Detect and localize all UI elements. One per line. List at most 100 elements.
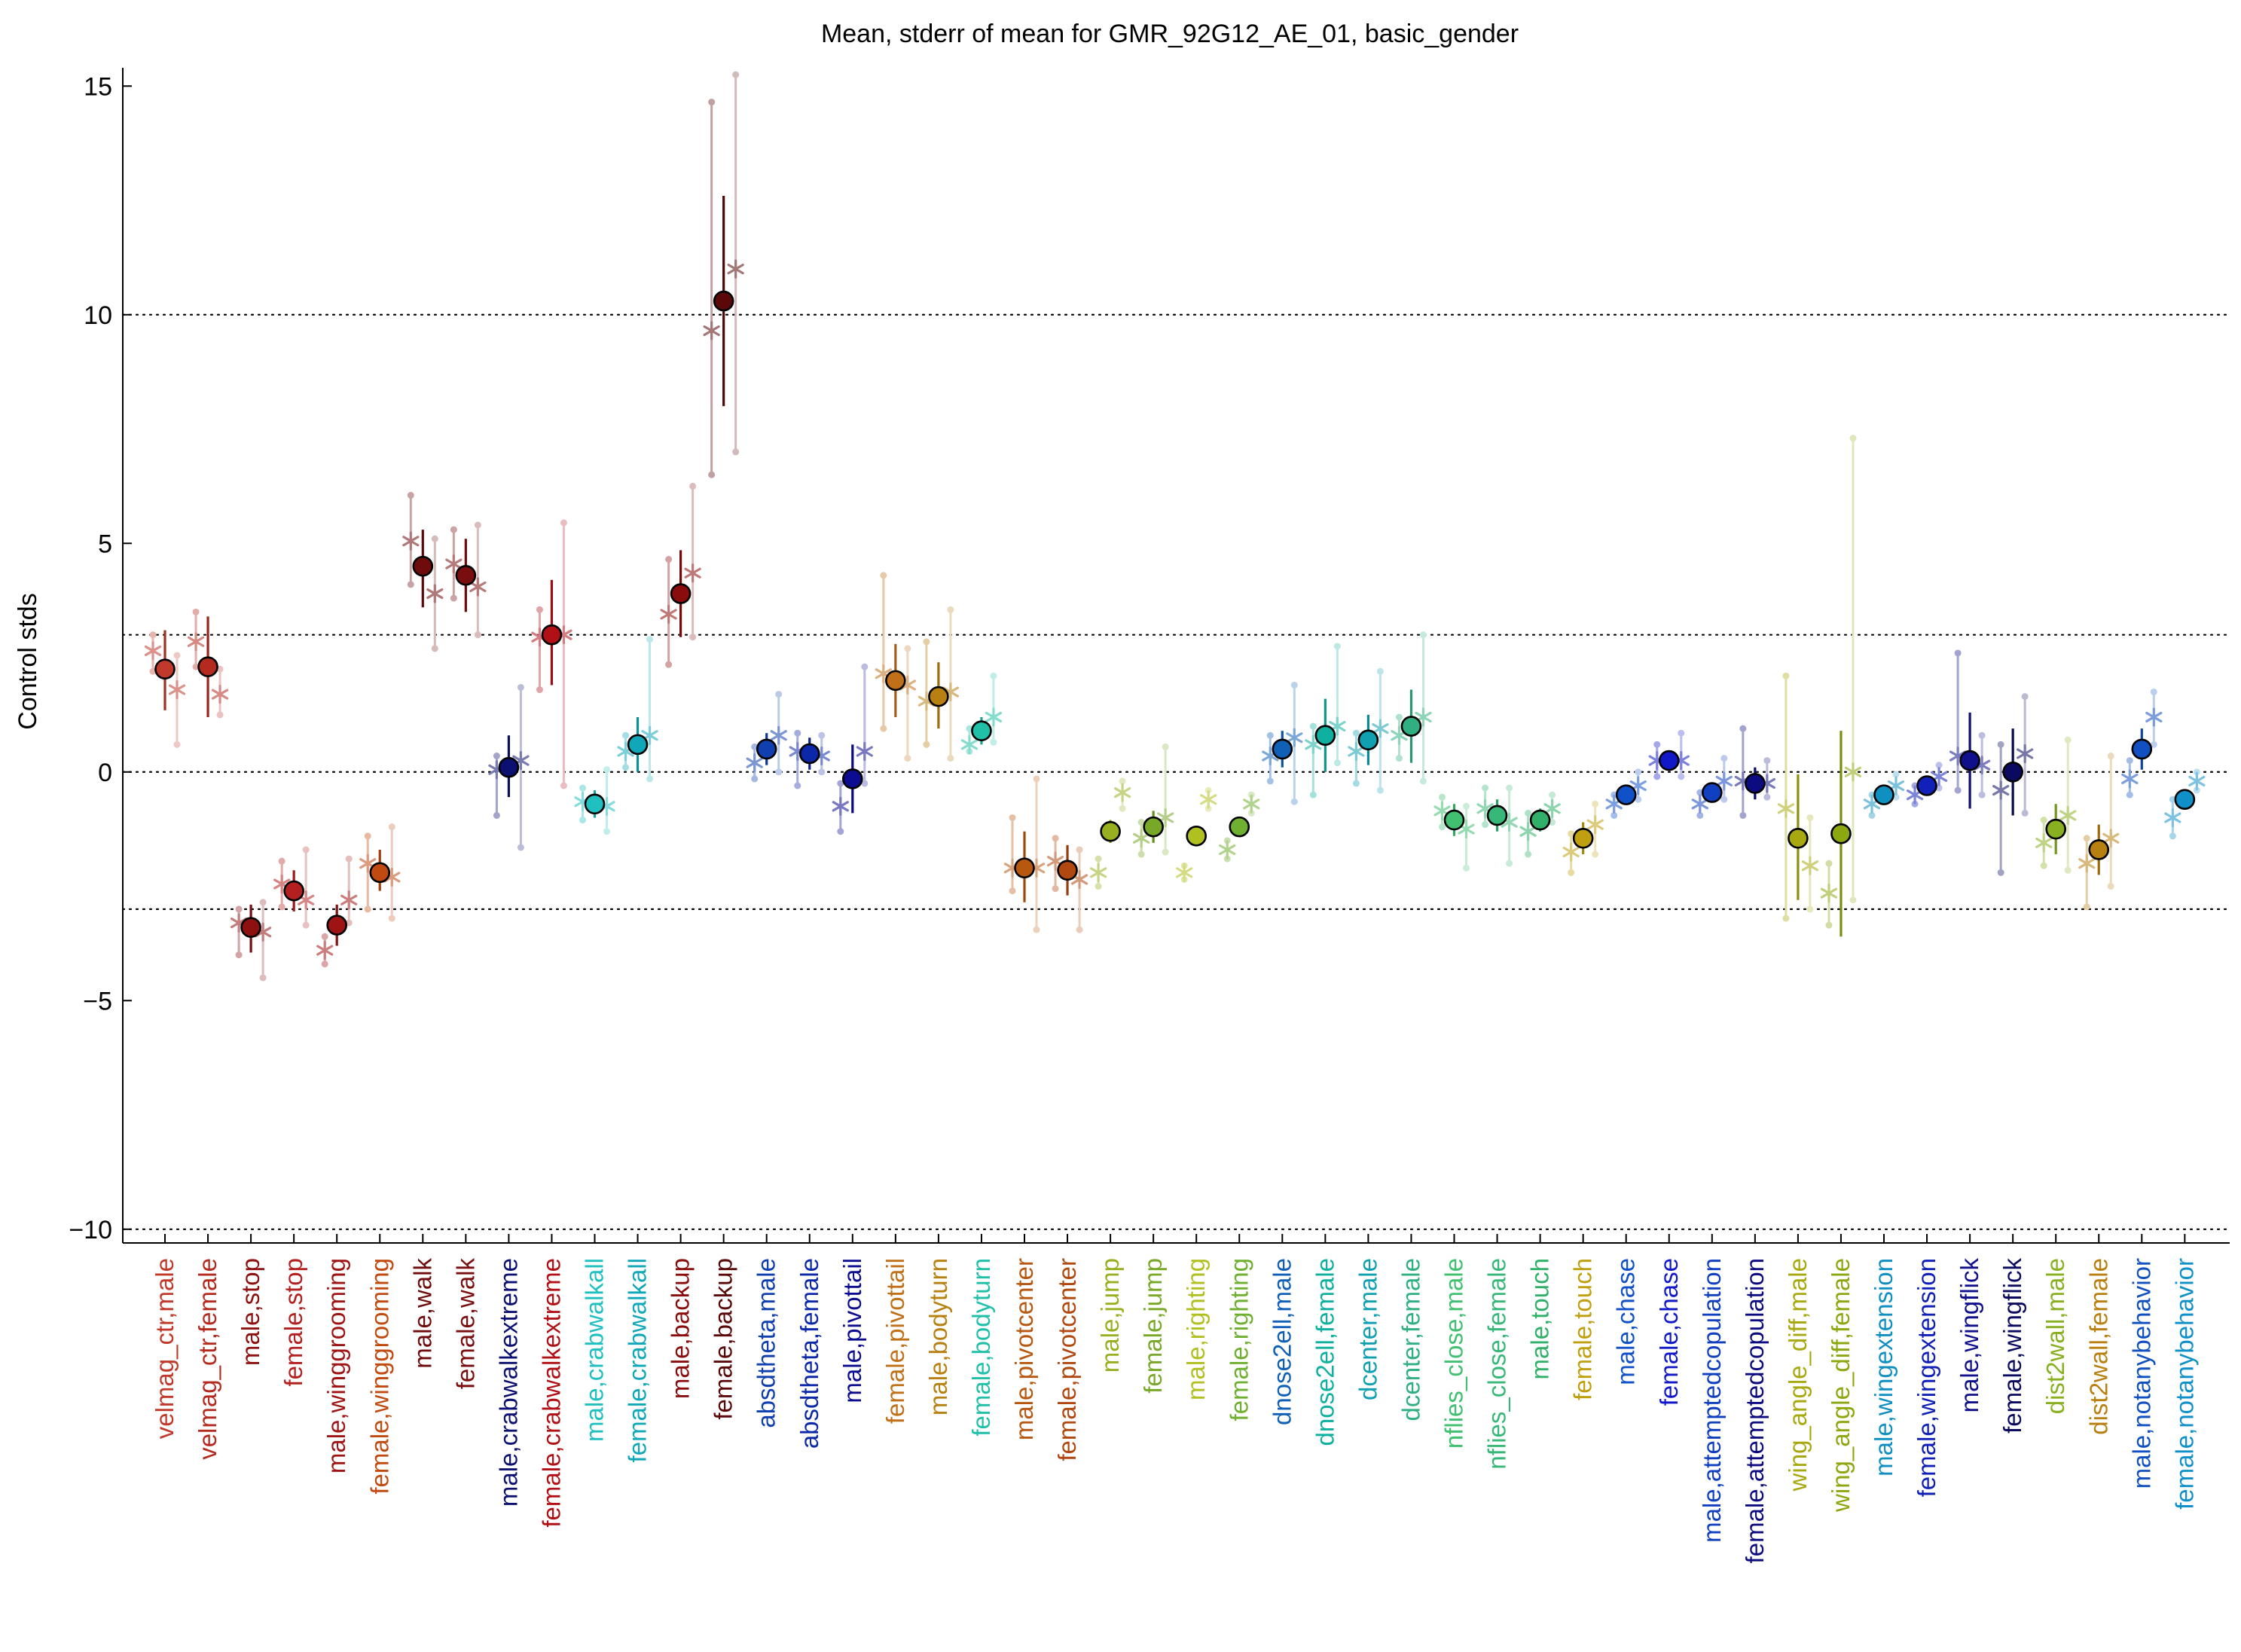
subgroup-errorbar-end [474, 631, 481, 639]
subgroup-errorbar-end [517, 844, 524, 851]
subgroup-errorbar-end [2083, 903, 2090, 911]
subgroup-errorbar-end [1720, 795, 1728, 803]
x-tick-label: dnose2ell,female [1311, 1258, 1339, 1446]
subgroup-asterisk [316, 945, 334, 956]
subgroup-asterisk [1605, 799, 1623, 810]
x-tick-label: male,wingextension [1870, 1258, 1898, 1476]
x-tick-label: absdtheta,female [795, 1258, 823, 1449]
subgroup-errorbar-end [493, 811, 500, 819]
x-tick-label: male,jump [1096, 1258, 1124, 1373]
x-tick-label: female,bodyturn [967, 1258, 995, 1437]
x-tick-label: female,notanybehavior [2170, 1258, 2198, 1510]
subgroup-errorbar-end [1395, 713, 1403, 721]
subgroup-errorbar-end [1763, 757, 1771, 765]
subgroup-errorbar-end [1678, 729, 1685, 737]
subgroup-asterisk [770, 730, 787, 741]
subgroup-errorbar-end [2169, 795, 2176, 803]
subgroup-errorbar-end [775, 768, 783, 776]
subgroup-errorbar-end [1806, 905, 1814, 913]
subgroup-errorbar-end [235, 951, 243, 959]
mean-point [756, 738, 777, 760]
subgroup-errorbar-end [1137, 850, 1145, 858]
subgroup-asterisk [1348, 746, 1365, 757]
subgroup-errorbar-end [431, 535, 438, 542]
subgroup-errorbar-end [1849, 896, 1857, 904]
subgroup-asterisk [1543, 803, 1561, 814]
category-marks [703, 71, 744, 478]
subgroup-errorbar-end [1076, 846, 1083, 853]
subgroup-errorbar-end [1463, 864, 1470, 872]
subgroup-errorbar-end [388, 915, 395, 922]
mean-point [928, 686, 949, 707]
subgroup-errorbar-end [1033, 775, 1040, 783]
mean-point [1873, 784, 1894, 805]
mean-point [798, 743, 820, 765]
mean-point [1615, 784, 1637, 805]
subgroup-errorbar-end [431, 645, 438, 652]
subgroup-errorbar-end [302, 846, 310, 853]
mean-point [627, 734, 649, 756]
subgroup-asterisk [1562, 846, 1580, 858]
subgroup-asterisk [402, 536, 420, 547]
mean-point [1830, 823, 1852, 844]
subgroup-errorbar-end [665, 556, 673, 563]
subgroup-errorbar-end [837, 780, 844, 787]
subgroup-errorbar-end [450, 594, 457, 602]
subgroup-errorbar-end [708, 99, 716, 106]
category-marks [789, 729, 830, 789]
mean-point [2131, 738, 2153, 760]
subgroup-asterisk [1200, 794, 1217, 805]
x-tick-label: dnose2ell,male [1268, 1258, 1296, 1425]
subgroup-errorbar-end [1376, 667, 1384, 675]
subgroup-errorbar-end [2107, 753, 2114, 760]
subgroup-errorbar-end [2150, 740, 2157, 748]
subgroup-errorbar-end [173, 652, 181, 659]
subgroup-asterisk [1629, 780, 1647, 792]
mean-point [1314, 725, 1336, 747]
subgroup-errorbar-end [302, 921, 310, 929]
mean-point [455, 564, 477, 586]
category-marks [960, 672, 1003, 755]
subgroup-errorbar-end [2021, 809, 2029, 817]
axes [122, 68, 2230, 1244]
subgroup-errorbar-end [579, 784, 586, 792]
subgroup-errorbar-end [474, 521, 481, 529]
subgroup-asterisk [1286, 732, 1303, 744]
x-tick-label: male,pivotcenter [1010, 1258, 1038, 1440]
mean-point [2002, 761, 2023, 783]
category-marks [1562, 800, 1604, 876]
subgroup-errorbar-end [216, 711, 224, 719]
subgroup-errorbar-end [689, 482, 697, 490]
subgroup-errorbar-end [1309, 722, 1317, 730]
subgroup-asterisk [1586, 819, 1604, 830]
subgroup-errorbar-end [990, 672, 997, 679]
subgroup-errorbar-end [818, 768, 826, 776]
mean-point [154, 658, 176, 680]
x-tick-label: male,chase [1612, 1258, 1640, 1385]
subgroup-asterisk [617, 746, 634, 757]
subgroup-asterisk [1176, 867, 1193, 878]
subgroup-errorbar-end [1463, 802, 1470, 810]
category-marks [144, 630, 186, 748]
subgroup-errorbar-end [1696, 811, 1704, 819]
category-marks [1605, 768, 1647, 819]
x-tick-label: dist2wall,male [2041, 1258, 2069, 1414]
x-tick-label: velmag_ctr,female [194, 1258, 221, 1460]
category-marks [230, 899, 272, 982]
subgroup-errorbar-end [904, 755, 911, 762]
subgroup-asterisk [1157, 812, 1174, 823]
subgroup-errorbar-end [1549, 791, 1556, 799]
subgroup-asterisk [1715, 775, 1733, 787]
subgroup-errorbar-end [1309, 791, 1317, 799]
x-tick-label: male,walk [408, 1258, 436, 1369]
subgroup-errorbar-end [1782, 672, 1790, 679]
mean-point [197, 656, 218, 677]
category-marks [1262, 681, 1303, 805]
subgroup-errorbar-end [1782, 915, 1790, 922]
subgroup-asterisk [2102, 832, 2120, 844]
mean-point [1959, 750, 1980, 771]
subgroup-errorbar-end [1806, 814, 1814, 821]
y-tick-label: 0 [98, 759, 112, 787]
category-marks [1003, 775, 1046, 933]
subgroup-asterisk [684, 567, 701, 579]
